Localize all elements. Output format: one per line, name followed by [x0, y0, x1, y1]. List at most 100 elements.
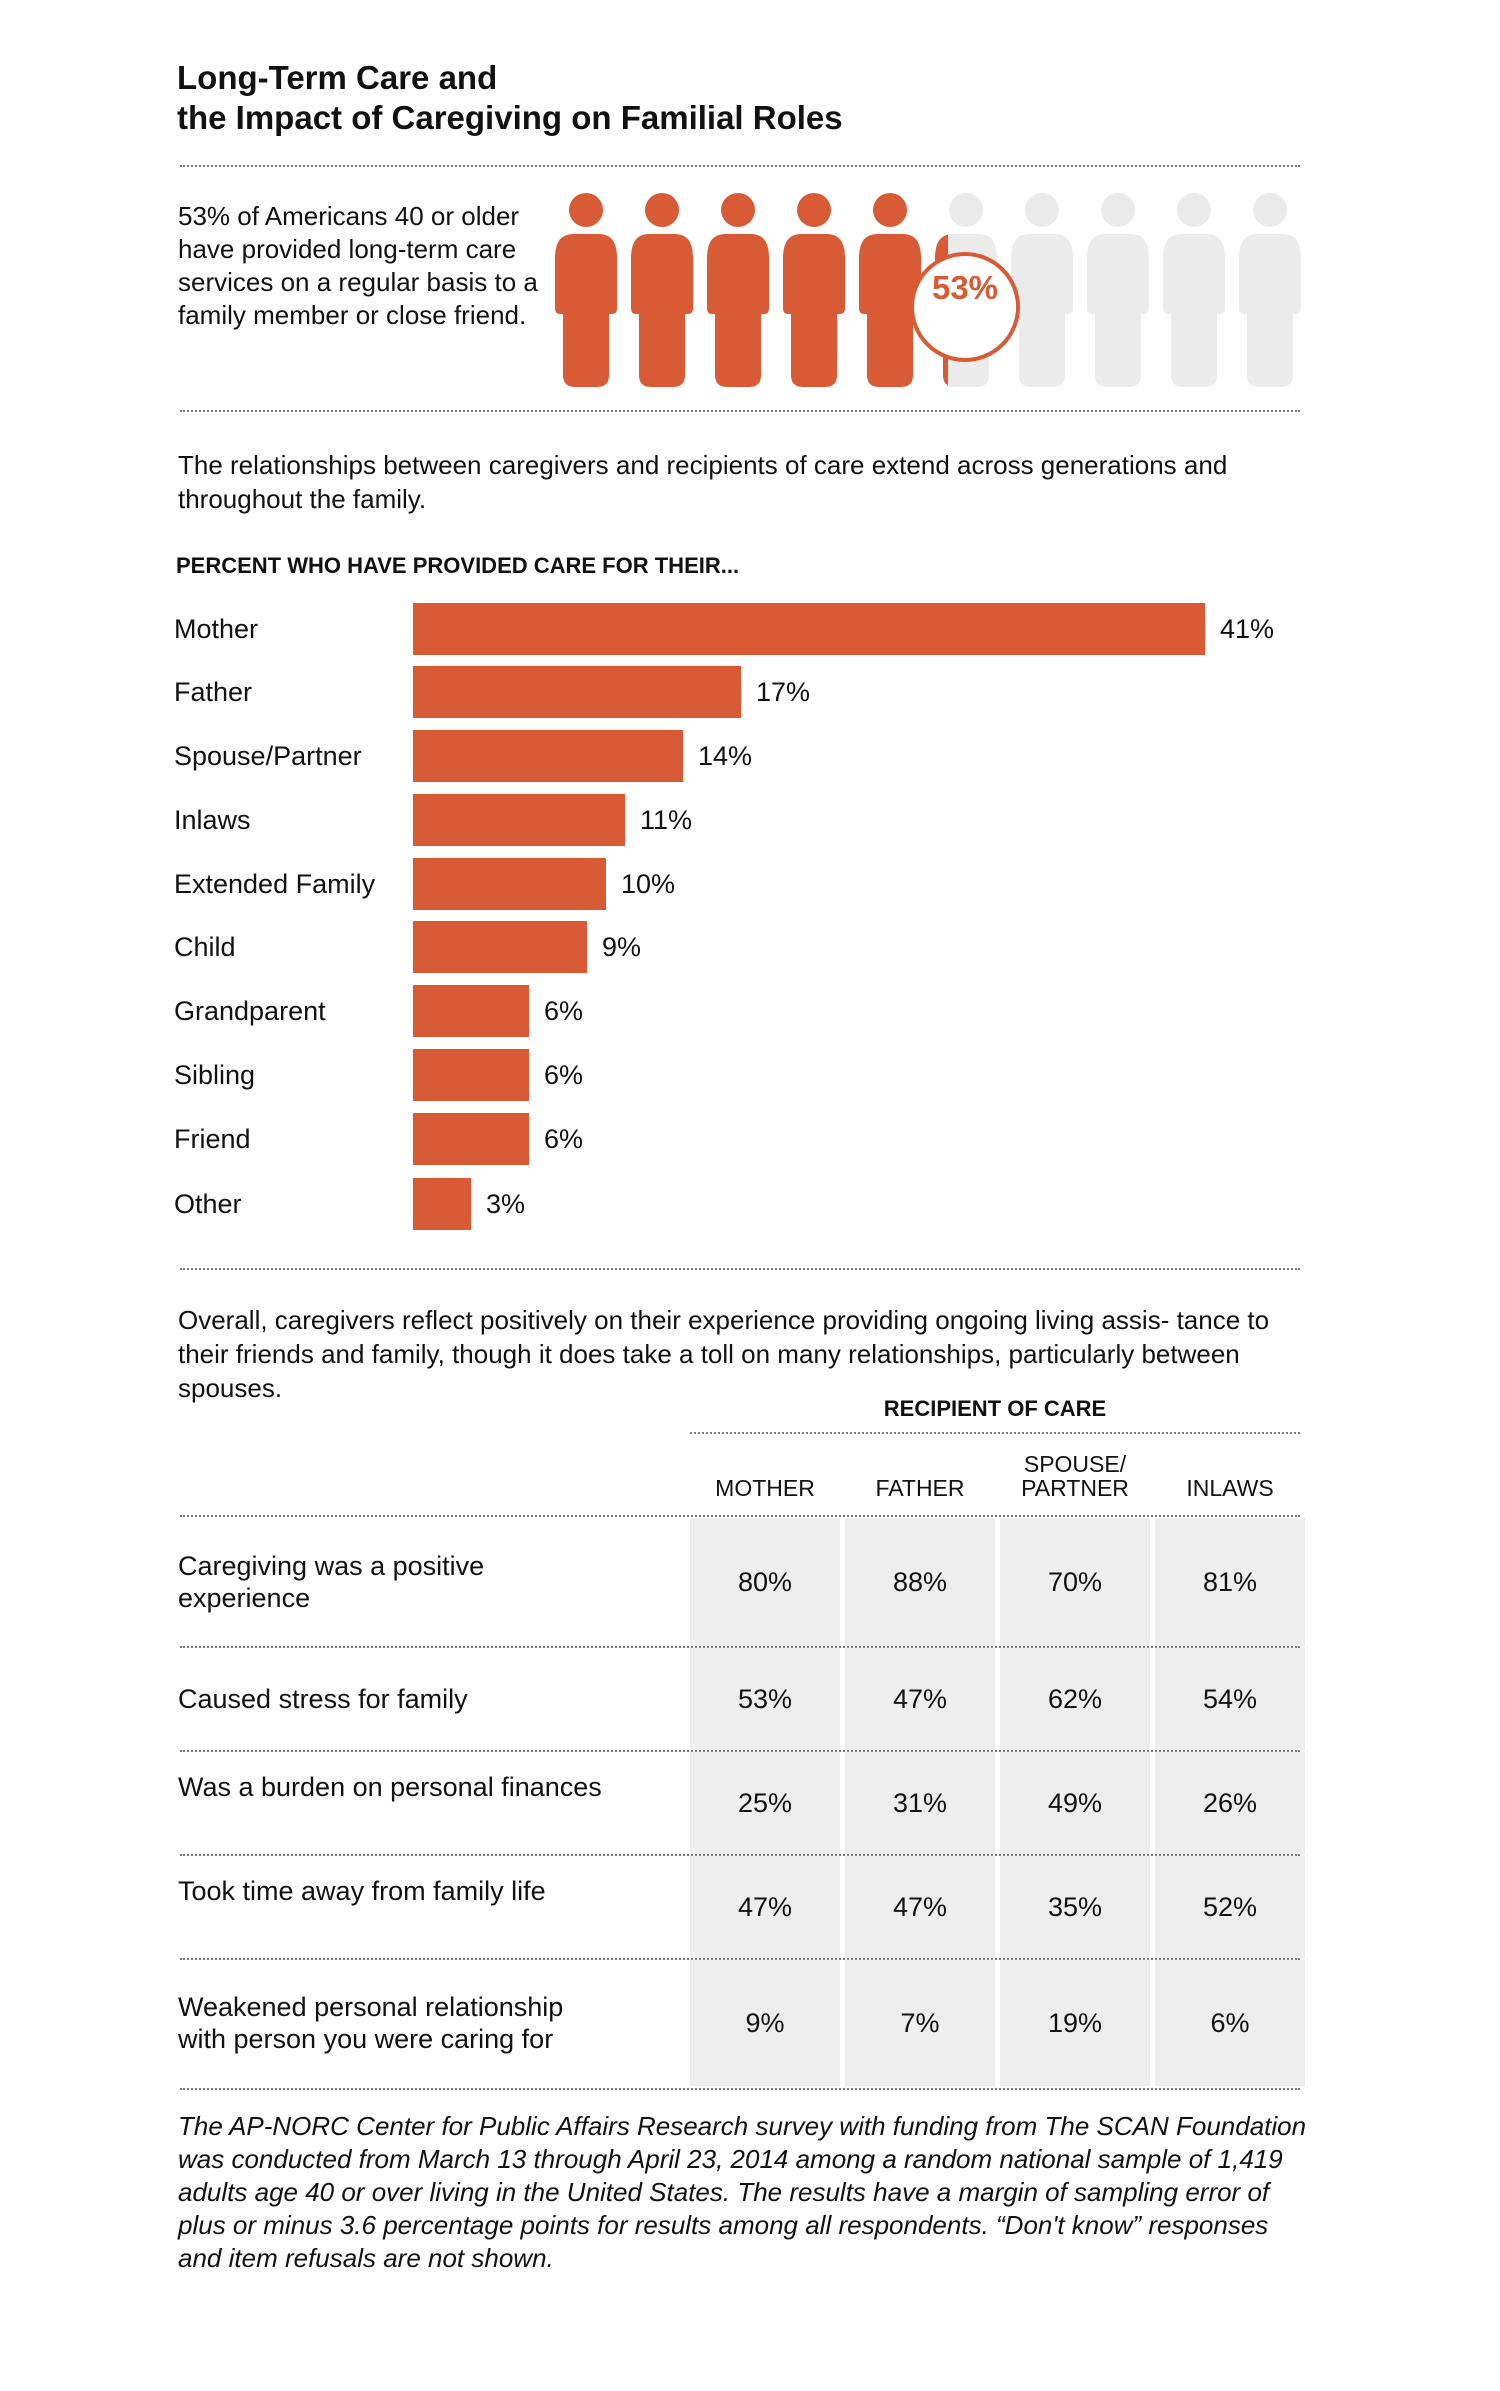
bar-value-label: 14% — [698, 741, 753, 771]
bar — [413, 1113, 529, 1165]
bar-category-label: Spouse/Partner — [174, 741, 362, 771]
person-icon-filled — [859, 193, 921, 387]
person-icon-filled — [783, 193, 845, 387]
column-header-line-2: INLAWS — [1186, 1475, 1274, 1501]
bar-value-label: 17% — [756, 677, 811, 707]
person-icon-filled — [707, 193, 769, 387]
table-column-header: FATHER — [845, 1452, 995, 1500]
footnote: The AP-NORC Center for Public Affairs Re… — [178, 2111, 1307, 2273]
bar-category-label: Child — [174, 932, 236, 962]
table-cell-background — [845, 1752, 995, 1854]
table-cell-background — [845, 1648, 995, 1750]
table-cell-background — [1000, 1856, 1150, 1958]
divider-lead — [180, 410, 1300, 412]
bar-value-label: 6% — [544, 1124, 584, 1154]
page-title: Long-Term Care and the Impact of Caregiv… — [177, 58, 843, 138]
summary-text: Overall, caregivers reflect positively o… — [178, 1305, 1270, 1403]
table-cell: 25% — [737, 1788, 793, 1818]
table-cell: 35% — [1047, 1892, 1103, 1922]
title-line-1: Long-Term Care and — [177, 59, 498, 96]
title-line-2: the Impact of Caregiving on Familial Rol… — [177, 99, 843, 136]
bar-value-label: 3% — [486, 1189, 526, 1219]
divider-table-bottom — [180, 2088, 1300, 2090]
table-row-label: Caused stress for family — [178, 1684, 468, 1714]
lead-text: 53% of Americans 40 or older have provid… — [178, 201, 538, 330]
table-cell: 53% — [737, 1684, 793, 1714]
bar-value-label: 41% — [1220, 614, 1275, 644]
column-header-line-2: PARTNER — [1021, 1475, 1129, 1501]
table-cell-background — [845, 1960, 995, 2086]
bar-category-label: Grandparent — [174, 996, 326, 1026]
table-cell-background — [845, 1856, 995, 1958]
bar-value-label: 9% — [602, 932, 642, 962]
table-cell-background — [1155, 1856, 1305, 1958]
table-cell: 52% — [1202, 1892, 1258, 1922]
table-column-header: INLAWS — [1155, 1452, 1305, 1500]
table-column-header: SPOUSE/PARTNER — [1000, 1452, 1150, 1500]
bar — [413, 1049, 529, 1101]
table-row-divider — [180, 1854, 1300, 1856]
table-cell: 49% — [1047, 1788, 1103, 1818]
bar-value-label: 6% — [544, 1060, 584, 1090]
table-cell-background — [690, 1856, 840, 1958]
table-cell: 47% — [892, 1892, 948, 1922]
bar-category-label: Other — [174, 1189, 242, 1219]
column-header-line-1: SPOUSE/ — [1023, 1451, 1127, 1477]
table-cell-background — [1000, 1752, 1150, 1854]
table-cell-background — [690, 1518, 840, 1646]
table-cell: 9% — [745, 2008, 785, 2038]
divider-table-header — [690, 1432, 1300, 1434]
column-header-line-2: FATHER — [875, 1475, 965, 1501]
table-cell-background — [1155, 1518, 1305, 1646]
table-row-label: Was a burden on personal finances — [178, 1772, 602, 1802]
bar-value-label: 11% — [640, 805, 693, 835]
bar — [413, 1178, 471, 1230]
table-cell-background — [690, 1648, 840, 1750]
person-icon-filled — [555, 193, 617, 387]
column-header-line-2: MOTHER — [715, 1475, 815, 1501]
bar-category-label: Sibling — [174, 1060, 256, 1090]
bar-category-label: Father — [174, 677, 253, 707]
bar-value-label: 6% — [544, 996, 584, 1026]
table-cell: 31% — [892, 1788, 948, 1818]
divider-chart — [180, 1268, 1300, 1270]
table-cell-background — [1000, 1648, 1150, 1750]
table-cell: 47% — [892, 1684, 948, 1714]
table-cell: 80% — [737, 1567, 793, 1597]
table-cell-background — [690, 1960, 840, 2086]
table-row-divider — [180, 1750, 1300, 1752]
table-header: RECIPIENT OF CARE — [883, 1396, 1107, 1421]
table-row-divider — [180, 1646, 1300, 1648]
bar — [413, 603, 1205, 655]
table-cell: 88% — [892, 1567, 948, 1597]
bar — [413, 858, 606, 910]
person-icon-empty — [1163, 193, 1225, 387]
table-cell: 26% — [1202, 1788, 1258, 1818]
table-cell-background — [1000, 1518, 1150, 1646]
person-icon-filled — [631, 193, 693, 387]
table-cell-background — [690, 1752, 840, 1854]
person-icon-empty — [1011, 193, 1073, 387]
bar-category-label: Extended Family — [174, 869, 376, 899]
column-header-line-1 — [1155, 1452, 1305, 1476]
column-header-line-1 — [690, 1452, 840, 1476]
bar — [413, 985, 529, 1037]
table-cell-background — [845, 1518, 995, 1646]
table-row-label: Caregiving was a positive experience — [178, 1551, 485, 1613]
bar-category-label: Mother — [174, 614, 259, 644]
bar-value-label: 10% — [621, 869, 676, 899]
table-cell: 62% — [1047, 1684, 1103, 1714]
table-cell-background — [1000, 1960, 1150, 2086]
table-row-label: Weakened personal relationship with pers… — [178, 1992, 564, 2054]
bar — [413, 730, 683, 782]
table-cell-background — [1155, 1752, 1305, 1854]
table-row-label: Took time away from family life — [178, 1876, 546, 1906]
percent-badge-label: 53% — [931, 269, 999, 306]
table-row-divider — [180, 1958, 1300, 1960]
table-cell: 19% — [1047, 2008, 1103, 2038]
table-row-divider — [180, 1515, 1300, 1517]
bar — [413, 666, 741, 718]
table-cell: 7% — [900, 2008, 940, 2038]
intro-text: The relationships between caregivers and… — [178, 450, 1228, 514]
bar-category-label: Inlaws — [174, 805, 251, 835]
